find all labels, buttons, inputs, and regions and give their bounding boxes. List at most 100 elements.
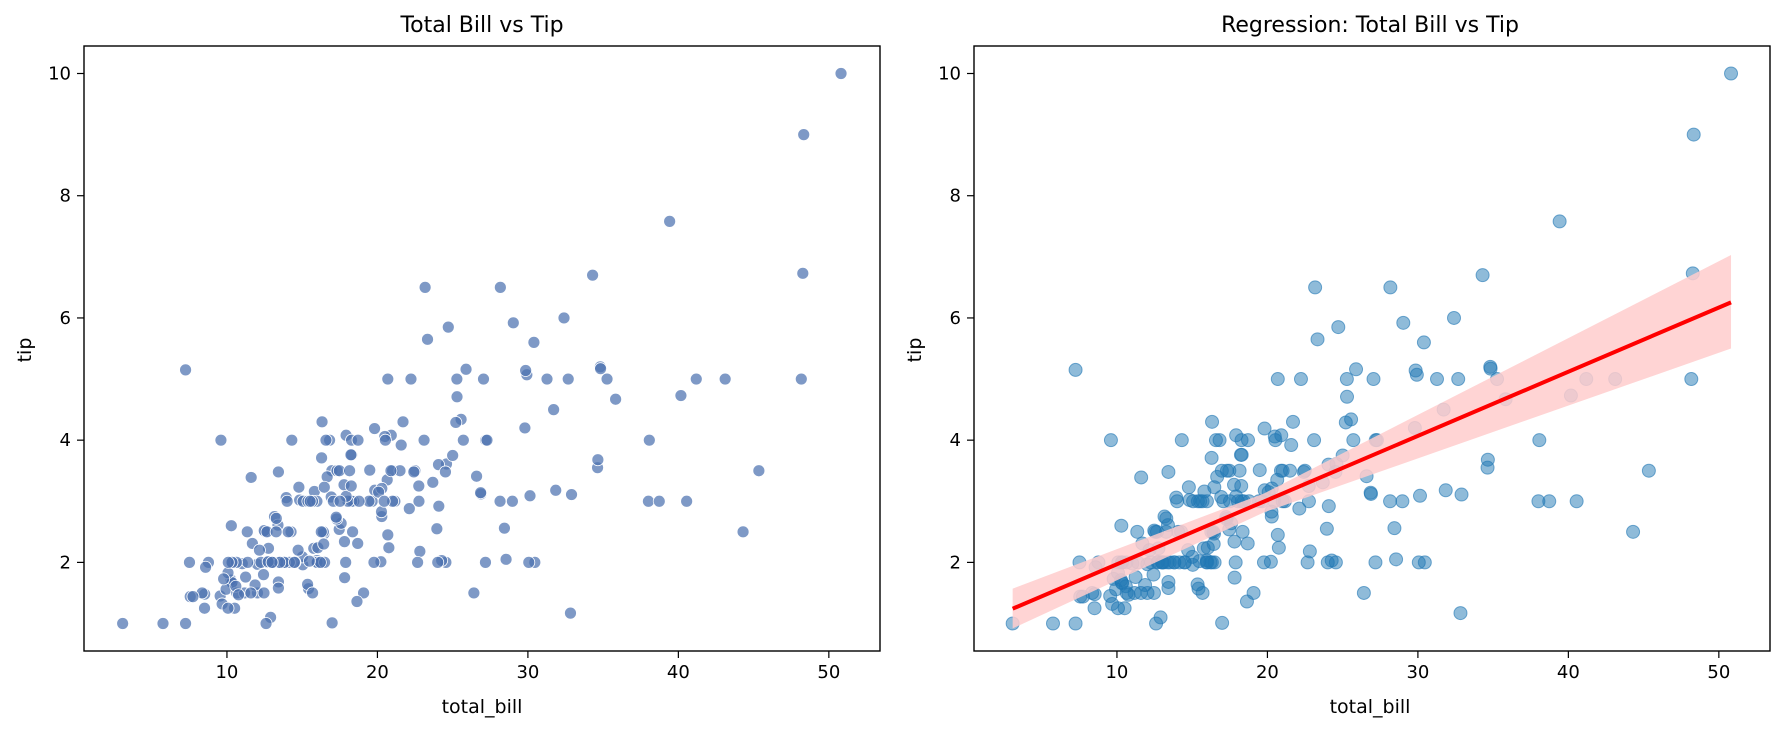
- scatter-point: [499, 552, 513, 566]
- scatter-point: [303, 554, 316, 568]
- scatter-point: [1395, 494, 1410, 509]
- scatter-point: [1356, 585, 1371, 600]
- scatter-point: [186, 590, 200, 604]
- scatter-point: [680, 494, 694, 508]
- scatter-point: [357, 586, 370, 600]
- scatter-point: [441, 320, 455, 334]
- scatter-point: [421, 332, 434, 346]
- scatter-point: [1396, 315, 1411, 330]
- scatter-point: [1273, 463, 1288, 478]
- scatter-point: [221, 555, 235, 569]
- scatter-point: [1321, 499, 1336, 514]
- scatter-point: [1286, 414, 1301, 429]
- scatter-point: [272, 581, 285, 595]
- scatter-point: [1383, 280, 1398, 295]
- x-ticks-left: 10 20 30 40 50: [215, 651, 840, 683]
- scatter-point: [474, 486, 488, 500]
- scatter-point: [1387, 521, 1402, 536]
- scatter-point: [372, 485, 386, 499]
- scatter-point: [412, 479, 426, 493]
- scatter-point: [333, 494, 347, 508]
- scatter-point: [642, 494, 655, 508]
- scatter-point: [797, 128, 811, 142]
- x-axis-label-right: total_bill: [1330, 696, 1411, 718]
- scatter-point: [199, 560, 212, 574]
- y-tick-label: 6: [950, 308, 961, 329]
- scatter-point: [1413, 488, 1428, 503]
- scatter-point: [557, 311, 571, 325]
- x-tick-label: 30: [516, 662, 539, 683]
- scatter-point: [1686, 127, 1701, 142]
- scatter-point: [1170, 494, 1185, 509]
- scatter-point: [306, 586, 319, 600]
- scatter-point: [1366, 372, 1381, 387]
- scatter-point: [752, 464, 766, 478]
- scatter-point: [456, 433, 470, 447]
- scatter-point: [325, 616, 339, 630]
- scatter-point: [480, 433, 494, 447]
- scatter-point: [1368, 555, 1383, 570]
- scatter-point: [1292, 501, 1307, 516]
- scatter-point: [350, 595, 364, 608]
- scatter-point: [1331, 320, 1346, 335]
- scatter-point: [240, 525, 254, 539]
- scatter-point: [1159, 511, 1174, 526]
- scatter-panel-left: Total Bill vs Tip 10 20 30 40 50 2 4 6 8 10 tota…: [14, 13, 881, 718]
- scatter-point: [1300, 555, 1315, 570]
- scatter-point: [183, 555, 196, 569]
- y-tick-label: 10: [938, 64, 961, 85]
- x-tick-label: 20: [1256, 662, 1279, 683]
- scatter-point: [586, 268, 599, 282]
- scatter-point: [527, 335, 541, 349]
- y-tick-label: 6: [60, 308, 71, 329]
- scatter-point: [1207, 480, 1222, 495]
- y-tick-label: 10: [48, 64, 71, 85]
- scatter-point: [549, 483, 563, 497]
- scatter-point: [394, 438, 408, 452]
- scatter-point: [1389, 552, 1404, 567]
- chart-title-left: Total Bill vs Tip: [399, 13, 563, 38]
- scatter-point: [1684, 372, 1699, 387]
- scatter-point: [1235, 524, 1250, 539]
- scatter-point: [1232, 463, 1247, 478]
- scatter-point: [1208, 433, 1223, 448]
- scatter-point: [259, 617, 273, 630]
- scatter-point: [221, 601, 235, 615]
- scatter-point: [272, 465, 285, 479]
- scatter-point: [1233, 447, 1248, 462]
- scatter-point: [609, 392, 623, 406]
- scatter-point: [674, 389, 688, 402]
- scatter-point: [446, 449, 460, 462]
- scatter-point: [1134, 470, 1149, 485]
- scatter-point: [1270, 527, 1285, 542]
- confidence-band: [1012, 255, 1732, 629]
- scatter-point: [1339, 372, 1354, 387]
- scatter-point: [292, 480, 306, 494]
- y-tick-label: 4: [950, 430, 961, 451]
- scatter-point: [257, 586, 271, 600]
- scatter-point: [338, 571, 352, 585]
- scatter-point: [156, 617, 170, 630]
- scatter-point: [564, 606, 577, 620]
- scatter-point: [1532, 433, 1547, 448]
- axes-frame-right: [973, 45, 1771, 652]
- scatter-point: [642, 433, 656, 447]
- scatter-point: [1284, 438, 1299, 453]
- scatter-point: [241, 555, 255, 569]
- scatter-point: [313, 555, 327, 569]
- scatter-point: [351, 537, 365, 550]
- scatter-point: [594, 362, 607, 376]
- scatter-point: [179, 363, 192, 377]
- scatter-point: [523, 489, 537, 503]
- scatter-point: [1174, 433, 1189, 448]
- scatter-point: [1206, 537, 1221, 552]
- scatter-point: [1146, 567, 1161, 582]
- scatter-point: [280, 494, 294, 508]
- scatter-point: [1103, 433, 1118, 448]
- scatter-point: [663, 214, 677, 228]
- scatter-point: [352, 494, 366, 508]
- scatter-point: [1542, 494, 1557, 509]
- scatter-point: [1181, 480, 1196, 495]
- scatter-point: [1268, 433, 1283, 448]
